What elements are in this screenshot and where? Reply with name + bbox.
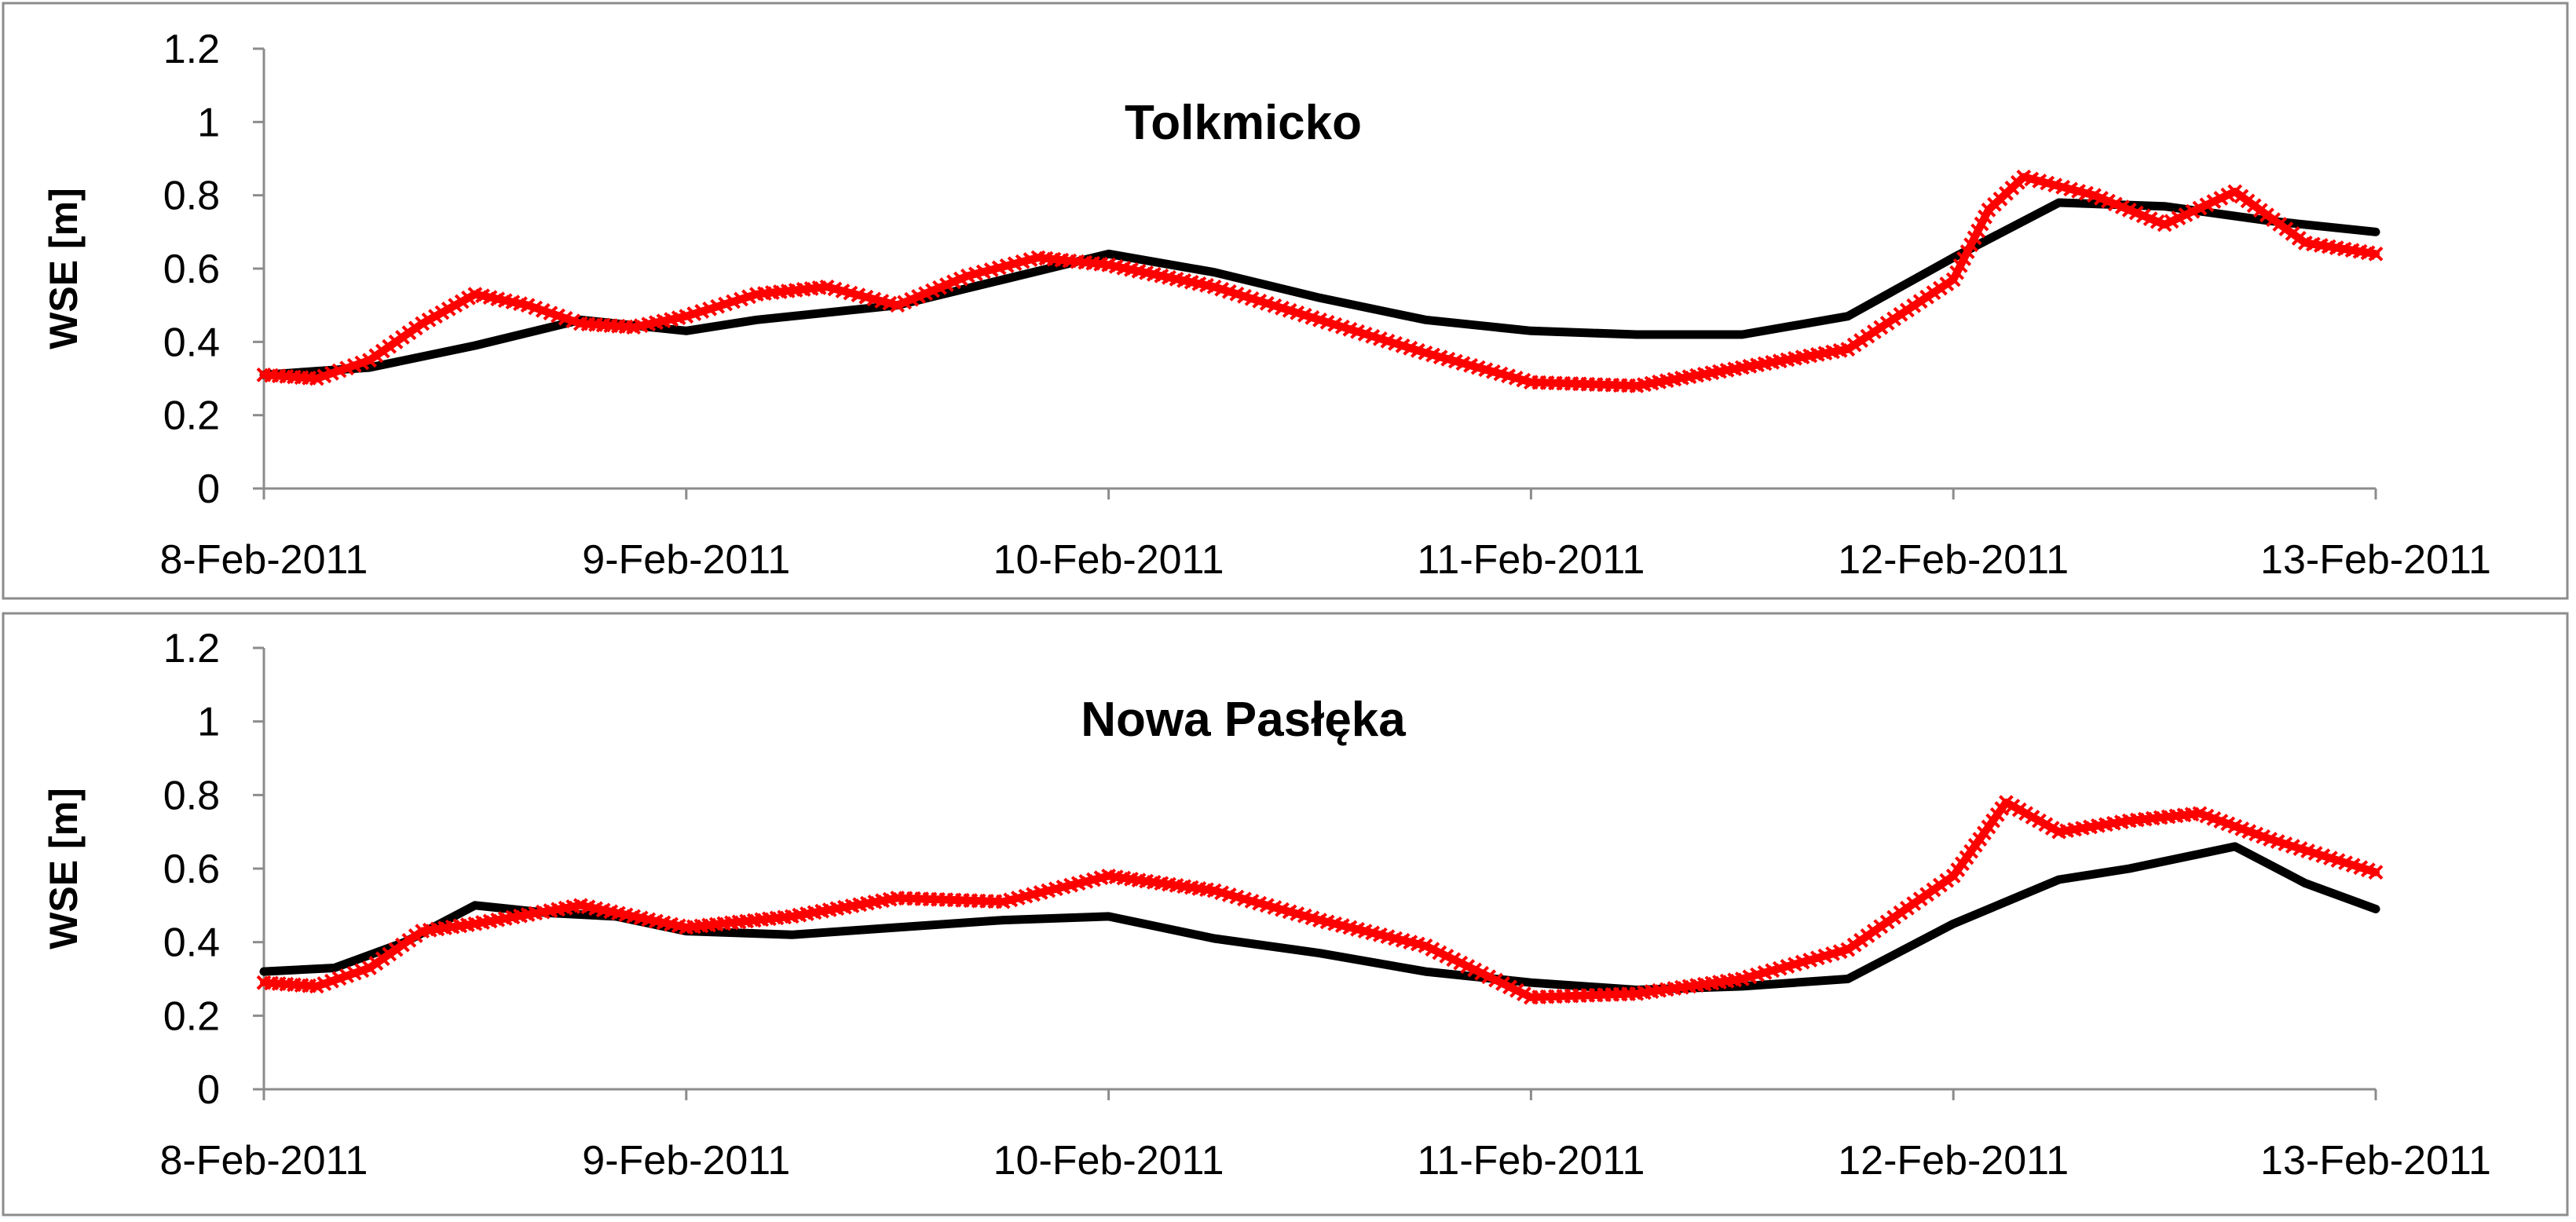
x-tick-label: 12-Feb-2011: [1838, 1138, 2069, 1184]
data-point: [1919, 289, 1935, 305]
series-1: [259, 198, 2380, 379]
y-tick-label: 0.2: [163, 993, 220, 1039]
series-line: [260, 173, 2380, 390]
series-line: [259, 198, 2380, 379]
data-point: [1893, 306, 1908, 322]
data-point: [1926, 285, 1941, 301]
y-tick-label: 0.6: [163, 247, 220, 292]
chart-panel-1: 0 0.2 0.4 0.6 0.8 1 1.2 8-Feb-2011 9-Feb-2011 10-…: [2, 2, 2569, 600]
y-tick-label: 0.8: [163, 174, 220, 219]
data-point: [1932, 280, 1948, 296]
x-tick-label: 8-Feb-2011: [160, 537, 368, 583]
chart-frame: [2, 612, 2569, 1217]
y-tick-label: 1.2: [163, 626, 220, 671]
y-axis-title: WSE [m]: [42, 188, 86, 349]
x-tick-label: 10-Feb-2011: [993, 537, 1224, 583]
y-tick-label: 0.2: [163, 393, 220, 439]
data-point: [1886, 311, 1901, 327]
y-tick-label: 0.4: [163, 320, 220, 365]
data-point: [1846, 337, 1862, 353]
data-point: [1860, 328, 1875, 344]
x-tick-label: 9-Feb-2011: [582, 537, 790, 583]
x-tick-label: 8-Feb-2011: [160, 1138, 368, 1184]
y-tick-label: 1: [197, 100, 220, 145]
data-point: [1853, 333, 1868, 348]
data-point: [1906, 298, 1922, 313]
y-tick-label: 1.2: [163, 27, 220, 72]
y-tick-label: 0.6: [163, 847, 220, 892]
data-point: [1866, 324, 1882, 339]
x-tick-label: 13-Feb-2011: [2260, 537, 2491, 583]
x-tick-label: 13-Feb-2011: [2260, 1138, 2491, 1184]
y-tick-label: 1: [197, 700, 220, 745]
data-point: [1879, 316, 1895, 331]
data-point: [1873, 320, 1889, 335]
x-tick-label: 11-Feb-2011: [1417, 537, 1645, 583]
y-tick-label: 0: [197, 1067, 220, 1113]
data-point: [1912, 294, 1928, 309]
data-point: [1939, 276, 1955, 291]
x-tick-label: 11-Feb-2011: [1417, 1138, 1645, 1184]
y-tick-label: 0: [197, 466, 220, 512]
y-tick-label: 0.4: [163, 920, 220, 966]
chart-title: Tolkmicko: [1125, 96, 1362, 150]
chart-frame: [2, 2, 2569, 600]
data-point: [2368, 246, 2384, 262]
series-2: [256, 795, 2384, 1005]
x-tick-label: 12-Feb-2011: [1838, 537, 2069, 583]
x-tick-label: 9-Feb-2011: [582, 1138, 790, 1184]
chart-panel-2: 0 0.2 0.4 0.6 0.8 1 1.2 8-Feb-2011 9-Feb-2011 10-…: [2, 612, 2569, 1217]
y-tick-label: 0.8: [163, 773, 220, 818]
data-point: [1899, 302, 1915, 318]
data-point: [1840, 342, 1856, 357]
y-axis-title: WSE [m]: [42, 788, 86, 949]
data-point: [2368, 865, 2384, 880]
x-tick-label: 10-Feb-2011: [993, 1138, 1224, 1184]
series-2: [256, 169, 2384, 393]
chart-title: Nowa Pasłęka: [1081, 693, 1406, 747]
